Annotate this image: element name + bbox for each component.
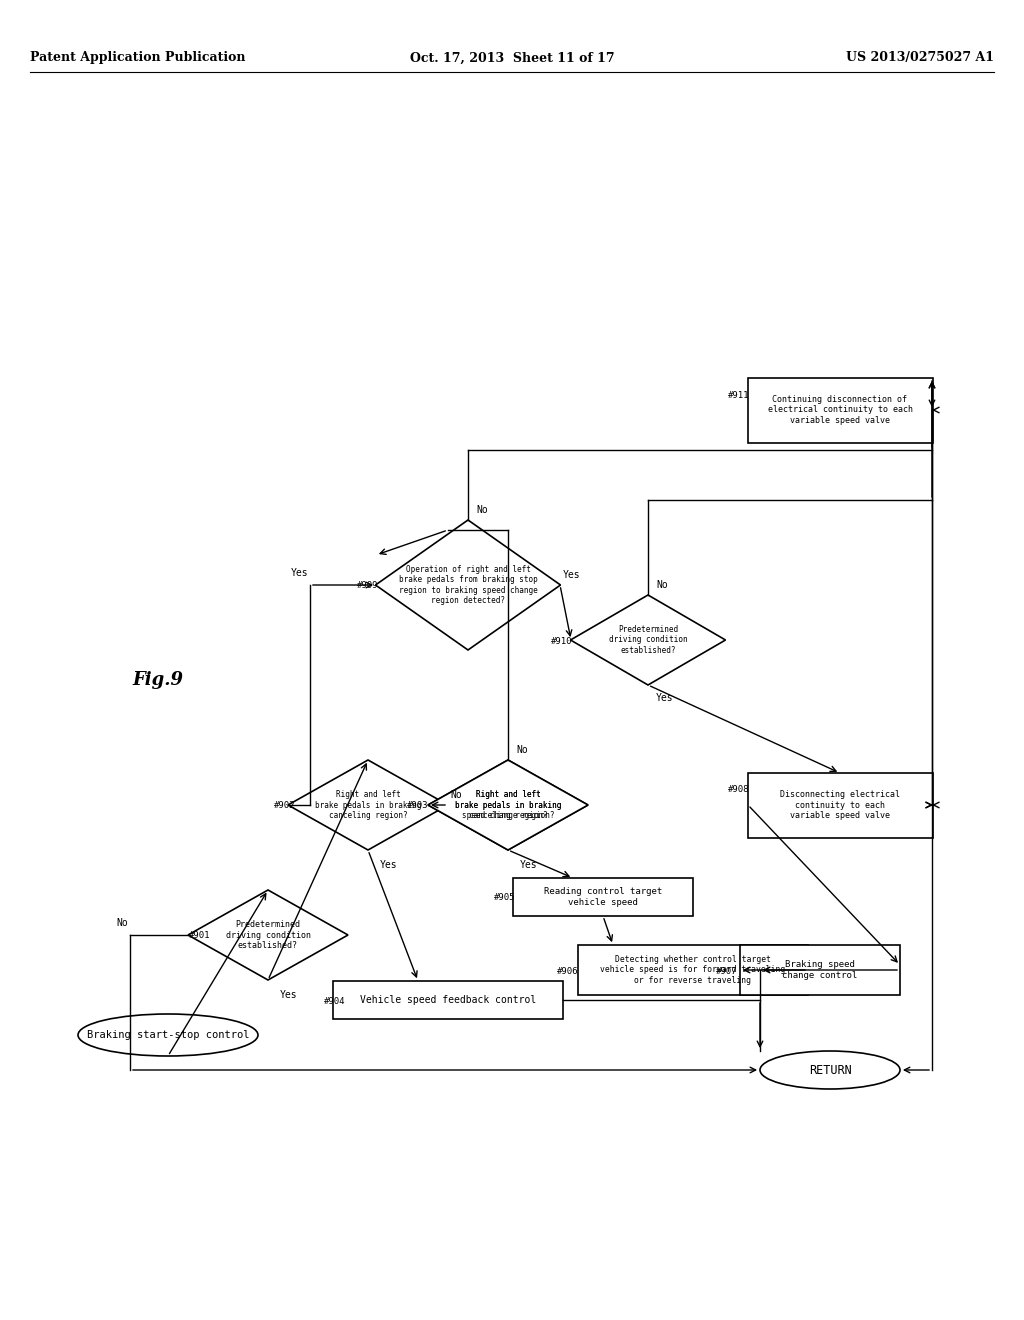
Bar — [748, 378, 933, 442]
Text: US 2013/0275027 A1: US 2013/0275027 A1 — [846, 51, 994, 65]
Text: #908: #908 — [727, 785, 749, 795]
Text: #910: #910 — [551, 636, 572, 645]
Text: #904: #904 — [324, 997, 345, 1006]
Bar — [748, 772, 933, 837]
Text: Right and left
brake pedals in braking
canceling region?: Right and left brake pedals in braking c… — [314, 791, 421, 820]
Text: RETURN: RETURN — [809, 1064, 851, 1077]
Text: Yes: Yes — [280, 990, 298, 1001]
Text: No: No — [476, 506, 487, 515]
Text: Braking start-stop control: Braking start-stop control — [87, 1030, 249, 1040]
Bar — [333, 981, 563, 1019]
Text: Right and left
brake pedals in braking
speed change region?: Right and left brake pedals in braking s… — [455, 791, 561, 820]
Text: No: No — [516, 744, 527, 755]
Text: No: No — [117, 917, 128, 928]
Text: Fig.9: Fig.9 — [132, 671, 183, 689]
Text: Reading control target
vehicle speed: Reading control target vehicle speed — [544, 887, 663, 907]
Text: Right and left
brake pedals in braking
canceling region?: Right and left brake pedals in braking c… — [455, 791, 561, 820]
Polygon shape — [428, 760, 588, 850]
Text: Vehicle speed feedback control: Vehicle speed feedback control — [359, 995, 537, 1005]
Text: Yes: Yes — [380, 861, 397, 870]
Text: #907: #907 — [716, 966, 737, 975]
Text: Braking speed
change control: Braking speed change control — [782, 961, 858, 979]
Text: Yes: Yes — [520, 861, 538, 870]
Text: Disconnecting electrical
continuity to each
variable speed valve: Disconnecting electrical continuity to e… — [780, 791, 900, 820]
Text: #909: #909 — [356, 582, 378, 590]
Text: Yes: Yes — [656, 693, 674, 704]
Text: Oct. 17, 2013  Sheet 11 of 17: Oct. 17, 2013 Sheet 11 of 17 — [410, 51, 614, 65]
Text: No: No — [450, 789, 462, 800]
Text: Predetermined
driving condition
established?: Predetermined driving condition establis… — [608, 626, 687, 655]
Polygon shape — [376, 520, 560, 649]
Text: Patent Application Publication: Patent Application Publication — [30, 51, 246, 65]
Polygon shape — [288, 760, 449, 850]
Bar — [513, 878, 693, 916]
Bar — [740, 945, 900, 995]
Text: Continuing disconnection of
electrical continuity to each
variable speed valve: Continuing disconnection of electrical c… — [768, 395, 912, 425]
Polygon shape — [570, 595, 725, 685]
Text: Detecting whether control target
vehicle speed is for forward traveling
or for r: Detecting whether control target vehicle… — [600, 956, 785, 985]
Polygon shape — [428, 760, 588, 850]
Text: Yes: Yes — [563, 570, 581, 579]
Text: #911: #911 — [727, 391, 749, 400]
Bar — [578, 945, 808, 995]
Text: No: No — [656, 579, 668, 590]
Text: #903: #903 — [407, 801, 428, 810]
Text: #902: #902 — [273, 801, 295, 810]
Text: Yes: Yes — [291, 568, 308, 578]
Text: #905: #905 — [494, 894, 515, 903]
Text: Predetermined
driving condition
established?: Predetermined driving condition establis… — [225, 920, 310, 950]
Text: Operation of right and left
brake pedals from braking stop
region to braking spe: Operation of right and left brake pedals… — [398, 565, 538, 605]
Text: #906: #906 — [556, 966, 578, 975]
Polygon shape — [188, 890, 348, 979]
Text: #901: #901 — [188, 932, 210, 940]
